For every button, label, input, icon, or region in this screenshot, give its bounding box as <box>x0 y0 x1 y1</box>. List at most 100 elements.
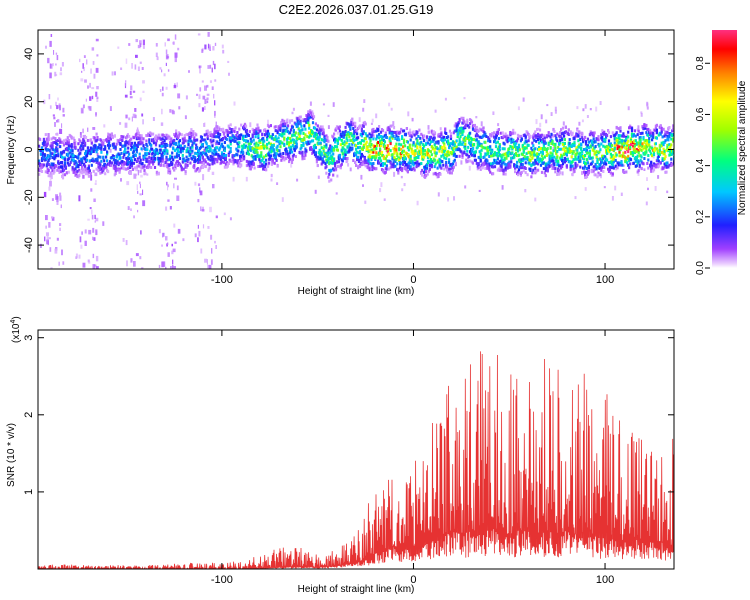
spectrogram-cell <box>626 161 629 165</box>
spectrogram-cell <box>453 152 456 156</box>
spectrogram-cell <box>448 153 451 157</box>
spectrogram-cell <box>628 144 631 147</box>
noise-speck <box>480 121 483 127</box>
spectrogram-cell <box>253 166 256 170</box>
spectrogram-cell <box>207 149 210 153</box>
noise-speck <box>88 106 91 111</box>
spectrogram-cell <box>361 154 364 158</box>
spectrogram-cell <box>562 134 566 138</box>
spectrogram-cell <box>583 170 586 174</box>
noise-speck <box>127 206 130 210</box>
spectrogram-cell <box>469 122 472 126</box>
spectrogram-cell <box>79 151 82 155</box>
noise-speck <box>600 175 602 179</box>
spectrogram-cell <box>657 159 660 163</box>
spectrogram-cell <box>389 161 392 165</box>
noise-speck <box>176 185 179 191</box>
spectrogram-cell <box>133 158 136 162</box>
spectrogram-cell <box>588 149 591 153</box>
spectrogram-cell <box>319 150 322 154</box>
spectrogram-cell <box>466 120 469 124</box>
spectrogram-cell <box>130 147 133 151</box>
spectrogram-cell <box>336 139 339 143</box>
noise-speck <box>174 52 178 58</box>
noise-speck <box>49 177 52 182</box>
spectrogram-cell <box>655 136 658 140</box>
spectrogram-cell <box>308 113 311 117</box>
spectrogram-cell <box>194 160 197 164</box>
spectrogram-cell <box>358 164 362 168</box>
spectrogram-cell <box>163 164 166 168</box>
spectrogram-cell <box>385 136 388 139</box>
noise-speck <box>627 106 630 111</box>
spectrogram-cell <box>360 129 363 133</box>
spectrogram-cell <box>242 146 245 150</box>
spectrogram-cell <box>315 128 318 132</box>
spectrogram-cell <box>451 168 454 172</box>
spectrogram-cell <box>475 132 478 136</box>
spectrogram-cell <box>304 133 307 137</box>
spectrogram-cell <box>96 136 99 139</box>
spectrogram-cell <box>59 145 62 149</box>
spectrogram-cell <box>647 158 650 162</box>
spectrogram-cell <box>216 146 219 150</box>
spectrogram-cell <box>613 143 616 147</box>
spectrogram-cell <box>286 126 289 130</box>
spectrogram-cell <box>443 156 446 160</box>
spectrogram-cell <box>128 161 131 164</box>
spectrogram-cell <box>143 169 146 172</box>
spectrogram-cell <box>100 159 103 163</box>
spectrogram-cell <box>114 170 117 173</box>
noise-speck <box>82 104 85 109</box>
spectrogram-cell <box>563 149 566 153</box>
spectrogram-cell <box>663 141 666 144</box>
noise-speck <box>416 200 419 206</box>
spectrogram-cell <box>627 150 630 154</box>
spectrogram-cell <box>196 138 199 142</box>
spectrogram-cell <box>318 127 321 131</box>
noise-speck <box>174 34 177 40</box>
spectrogram-cell <box>365 140 368 144</box>
noise-speck <box>44 236 46 242</box>
noise-speck <box>90 188 93 192</box>
spectrogram-cell <box>369 156 372 160</box>
spectrogram-heatmap <box>38 32 674 269</box>
spectrogram-cell <box>607 129 610 132</box>
spectrogram-cell <box>191 145 194 149</box>
spectrogram-cell <box>559 139 562 142</box>
spectrogram-cell <box>288 141 291 145</box>
noise-speck <box>137 209 139 213</box>
spectrogram-cell <box>498 145 501 149</box>
spectrogram-cell <box>590 141 593 144</box>
spectrogram-cell <box>332 173 335 177</box>
spectrogram-cell <box>642 126 645 130</box>
spectrogram-cell <box>170 137 173 141</box>
spectrogram-cell <box>297 120 300 124</box>
spectrogram-cell <box>110 156 113 159</box>
spectrogram-cell <box>267 141 271 145</box>
spectrogram-cell <box>609 135 612 139</box>
spectrogram-cell <box>275 137 278 141</box>
noise-speck <box>646 106 649 110</box>
spectrogram-cell <box>475 138 478 142</box>
spectrogram-cell <box>233 130 236 133</box>
spectrogram-cell <box>468 135 471 138</box>
noise-speck <box>463 97 466 100</box>
spectrogram-cell <box>664 133 667 136</box>
spectrogram-cell <box>207 168 210 172</box>
spectrogram-cell <box>53 168 56 172</box>
spectrogram-cell <box>510 156 513 160</box>
noise-speck <box>249 122 252 128</box>
spectrogram-cell <box>237 149 240 153</box>
spectrogram-cell <box>530 175 533 179</box>
spectrogram-cell <box>266 129 270 133</box>
noise-speck <box>50 267 53 269</box>
spectrogram-cell <box>82 168 85 172</box>
spectrogram-cell <box>602 144 605 148</box>
spectrogram-cell <box>142 157 145 161</box>
spectrogram-cell <box>316 136 319 140</box>
spectrogram-cell <box>183 144 186 148</box>
noise-speck <box>478 189 481 192</box>
spectrogram-cell <box>340 148 343 152</box>
